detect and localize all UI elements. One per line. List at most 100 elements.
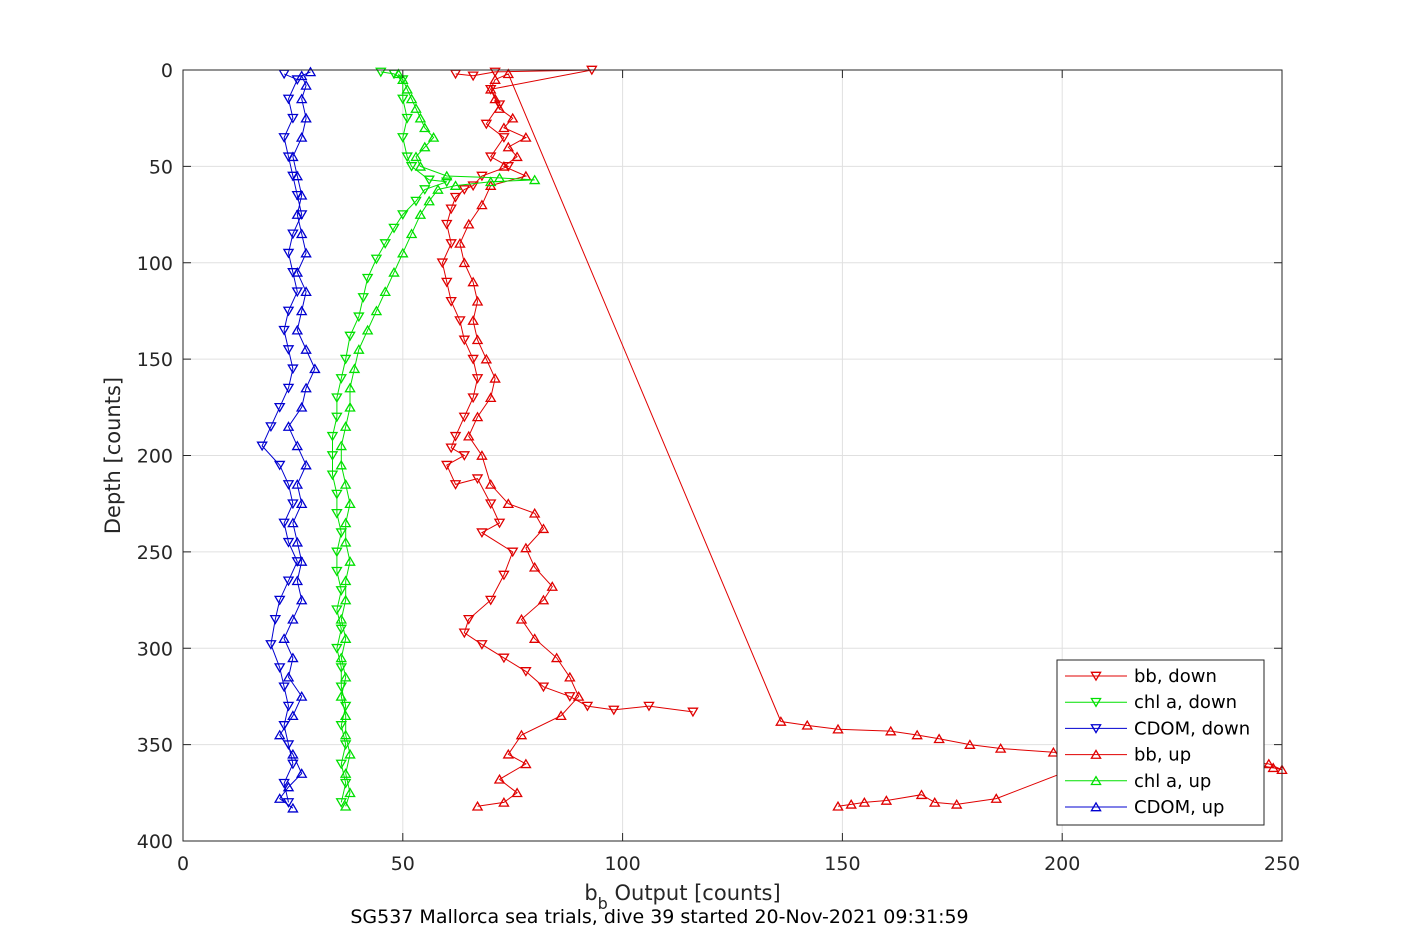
data-point bbox=[885, 725, 897, 736]
data-point bbox=[348, 363, 361, 374]
data-point bbox=[498, 797, 510, 807]
data-point bbox=[687, 707, 699, 718]
data-point bbox=[414, 160, 427, 171]
data-point bbox=[282, 781, 295, 792]
data-point bbox=[405, 162, 418, 172]
data-point bbox=[463, 615, 475, 625]
data-point bbox=[537, 523, 550, 534]
data-point bbox=[295, 498, 308, 509]
data-point bbox=[458, 451, 471, 461]
series-line bbox=[441, 69, 693, 713]
data-point bbox=[476, 171, 488, 182]
data-point bbox=[471, 374, 484, 384]
data-point bbox=[295, 691, 308, 701]
data-point bbox=[361, 324, 374, 335]
data-point bbox=[520, 132, 532, 142]
data-point bbox=[295, 189, 308, 200]
data-point bbox=[339, 768, 352, 778]
data-point bbox=[458, 628, 471, 639]
data-point bbox=[520, 667, 532, 677]
data-point bbox=[397, 133, 409, 143]
data-point bbox=[335, 528, 347, 539]
legend-label: chl a, down bbox=[1134, 692, 1237, 713]
data-point bbox=[370, 254, 383, 265]
data-point bbox=[506, 547, 519, 558]
data-point bbox=[335, 613, 347, 624]
data-point bbox=[278, 518, 290, 529]
data-point bbox=[282, 576, 295, 587]
data-point bbox=[454, 316, 466, 326]
data-point bbox=[410, 196, 422, 207]
data-point bbox=[339, 536, 352, 547]
data-point bbox=[467, 181, 479, 192]
data-point bbox=[353, 344, 365, 354]
data-point bbox=[335, 459, 347, 470]
data-point bbox=[520, 758, 532, 769]
data-point bbox=[397, 74, 409, 84]
data-point bbox=[287, 759, 299, 770]
data-point bbox=[964, 739, 976, 749]
data-point bbox=[845, 798, 857, 809]
data-point bbox=[498, 133, 510, 143]
data-point bbox=[300, 382, 312, 393]
data-point bbox=[471, 474, 484, 485]
legend-marker bbox=[1090, 801, 1102, 812]
data-point bbox=[515, 613, 528, 624]
legend-label: bb, up bbox=[1134, 745, 1191, 766]
data-point bbox=[911, 729, 923, 740]
data-point bbox=[484, 392, 497, 403]
data-point bbox=[511, 787, 523, 798]
data-point bbox=[331, 489, 343, 500]
x-tick-label: 100 bbox=[604, 853, 640, 875]
data-point bbox=[339, 575, 352, 586]
data-point bbox=[928, 797, 941, 807]
data-point bbox=[353, 312, 365, 323]
data-point bbox=[282, 306, 295, 317]
data-point bbox=[449, 180, 462, 190]
data-point bbox=[555, 710, 567, 721]
data-point bbox=[339, 478, 352, 489]
data-point bbox=[502, 141, 515, 152]
data-point bbox=[502, 498, 515, 509]
data-point bbox=[287, 710, 299, 721]
data-point bbox=[278, 633, 290, 643]
data-point bbox=[331, 643, 343, 654]
data-point bbox=[287, 517, 299, 528]
data-point bbox=[273, 729, 286, 740]
data-point bbox=[528, 633, 541, 643]
data-point bbox=[375, 67, 387, 78]
data-point bbox=[331, 508, 343, 519]
data-point bbox=[295, 768, 308, 778]
data-point bbox=[537, 594, 550, 605]
data-point bbox=[335, 586, 347, 596]
data-point bbox=[339, 710, 352, 721]
data-point bbox=[775, 716, 787, 726]
data-point bbox=[265, 422, 277, 433]
data-point bbox=[489, 74, 501, 84]
data-point bbox=[454, 238, 466, 248]
series-5 bbox=[273, 66, 321, 813]
legend-label: CDOM, up bbox=[1134, 797, 1224, 818]
data-point bbox=[990, 793, 1002, 803]
data-point bbox=[1047, 746, 1060, 757]
data-point bbox=[300, 112, 312, 123]
data-point bbox=[463, 430, 475, 441]
data-point bbox=[493, 103, 506, 113]
data-point bbox=[471, 800, 484, 811]
data-point bbox=[295, 305, 308, 316]
data-point bbox=[581, 701, 594, 712]
legend-label: chl a, up bbox=[1134, 771, 1211, 792]
data-point bbox=[489, 93, 501, 104]
data-point bbox=[401, 152, 413, 163]
data-point bbox=[405, 228, 418, 239]
data-point bbox=[467, 276, 479, 287]
legend-box bbox=[1056, 659, 1265, 826]
data-point bbox=[388, 266, 400, 277]
x-axis-label-subscript: b bbox=[598, 894, 608, 913]
data-point bbox=[476, 528, 488, 539]
data-point bbox=[300, 247, 312, 258]
data-point bbox=[282, 480, 295, 490]
data-point bbox=[300, 79, 312, 90]
y-tick-label: 400 bbox=[137, 831, 173, 853]
data-point bbox=[436, 258, 449, 269]
